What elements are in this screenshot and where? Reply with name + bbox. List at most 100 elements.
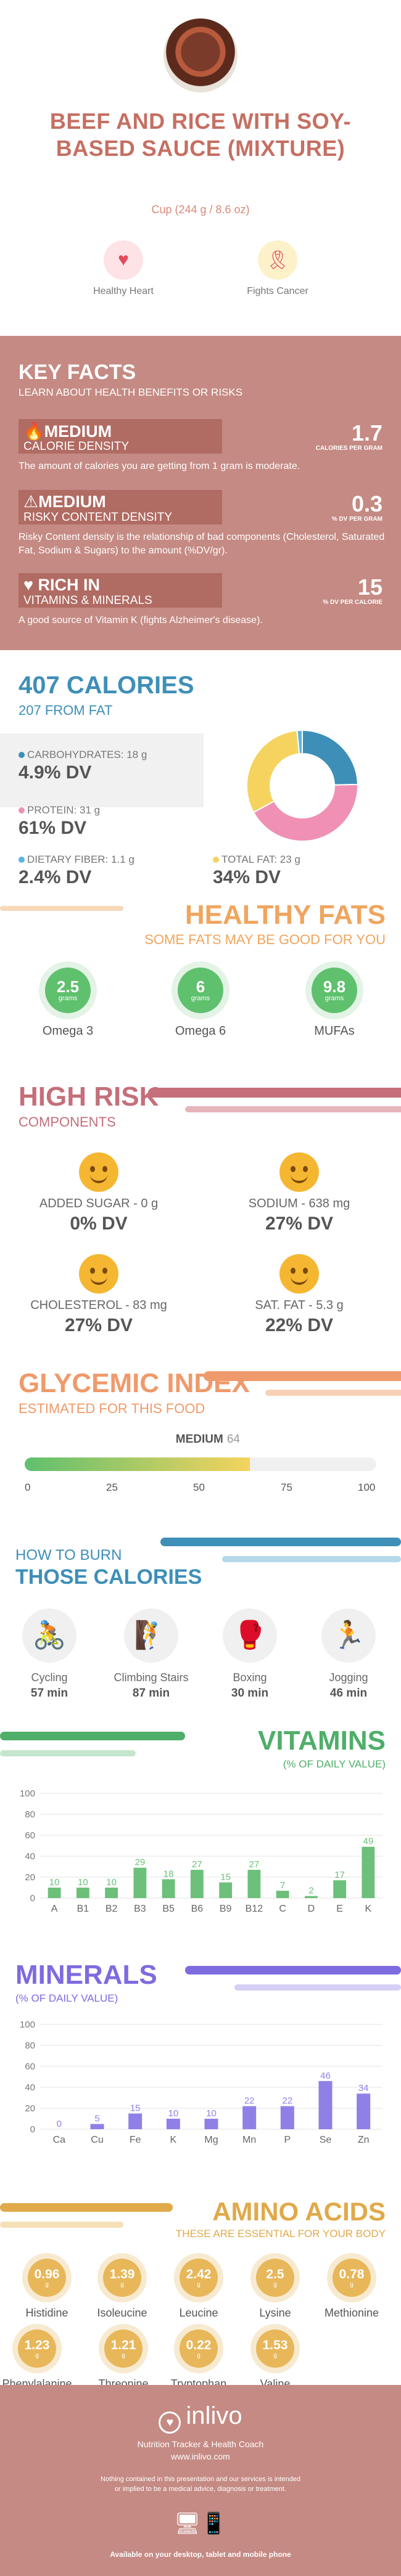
risk-sodium: SODIUM - 638 mg 27% DV (225, 1152, 373, 1234)
vitamin-bar-c (276, 1891, 289, 1898)
fact-description: A good source of Vitamin K (fights Alzhe… (19, 615, 263, 626)
fact-unit: % DV PER CALORIE (323, 599, 382, 606)
donut-slice-fiber (296, 729, 303, 755)
mineral-value-label: 0 (57, 2119, 62, 2129)
fact-unit: % DV PER GRAM (331, 516, 382, 523)
amino-threonine: 1.21 g Threonine (86, 2329, 160, 2391)
legend-dot (19, 752, 25, 758)
mineral-bar-fe (128, 2113, 143, 2129)
glycemic-tick: 100 (358, 1482, 376, 1493)
mineral-category-label: Se (320, 2135, 332, 2145)
cycling-icon: 🚴 (22, 1608, 76, 1663)
activity-boxing: 🥊 Boxing 30 min (204, 1608, 296, 1700)
burn-title-bold: THOSE CALORIES (15, 1565, 202, 1589)
vitamin-bar-b5 (162, 1879, 175, 1898)
mineral-value-label: 10 (206, 2108, 217, 2119)
risk-cholesterol: CHOLESTEROL - 83 mg 27% DV (25, 1254, 173, 1336)
key-fact-calorie-density: 🔥MEDIUM CALORIE DENSITY 1.7 CALORIES PER… (0, 419, 401, 493)
heart-icon: ♥ (23, 576, 34, 594)
amino-histidine: 0.96 g Histidine (10, 2259, 84, 2320)
nutrient-total-fat: TOTAL FAT: 23 g 34% DV (213, 854, 300, 887)
healthy-fats-title: HEALTHY FATS (184, 900, 386, 930)
heart-icon: ♥ (104, 240, 143, 280)
decor-stripe (160, 1538, 401, 1546)
mineral-value-label: 46 (320, 2071, 331, 2081)
vitamin-value-label: 10 (49, 1877, 60, 1888)
fact-description: Risky Content density is the relationshi… (19, 532, 385, 556)
mineral-bar-zn (357, 2093, 371, 2129)
key-facts-title: KEY FACTS (19, 361, 136, 384)
vitamin-value-label: 18 (163, 1869, 174, 1879)
fact-value: 15 (357, 574, 382, 600)
donut-slice-protein (252, 783, 358, 842)
fact-level: 🔥MEDIUM (23, 422, 112, 441)
ribbon-icon: 🎗 (258, 240, 297, 280)
smiley-icon (79, 1152, 118, 1192)
decor-stripe (0, 2222, 123, 2228)
disclaimer: Nothing contained in this presentation a… (100, 2476, 301, 2493)
website-link[interactable]: www.inlivo.com (171, 2452, 230, 2461)
glycemic-tick: 25 (106, 1482, 118, 1493)
fact-level: ♥ RICH IN (23, 576, 101, 594)
mineral-bar-cu (90, 2124, 104, 2129)
amino-valine: 1.53 g Valine (238, 2329, 312, 2391)
vitamin-value-label: 10 (106, 1877, 117, 1888)
amino-tryptophan: 0.22 g Tryptophan (162, 2329, 236, 2391)
vitamin-value-label: 10 (78, 1877, 88, 1888)
activity-cycling: 🚴 Cycling 57 min (3, 1608, 96, 1700)
mineral-bar-mn (242, 2106, 257, 2129)
fact-value: 0.3 (351, 491, 382, 516)
key-fact-vitamins: ♥ RICH IN VITAMINS & MINERALS 15 % DV PE… (0, 573, 401, 647)
mineral-category-label: K (170, 2135, 176, 2145)
mineral-bar-mg (204, 2119, 218, 2129)
glycemic-bar (25, 1457, 376, 1471)
vitamin-category-label: B6 (191, 1904, 204, 1914)
fat-omega-6: 6 grams Omega 6 (157, 968, 244, 1038)
fat-mufas: 9.8 grams MUFAs (291, 968, 378, 1038)
mineral-ytick: 80 (25, 2040, 35, 2051)
minerals-bar-chart: 0 20 40 60 80 100 0 Ca 5 Cu 15 Fe 10 K 10 Mg 22 Mn 22 P 46 Se… (20, 2020, 382, 2145)
calories-subtitle: 207 FROM FAT (19, 703, 113, 718)
vitamin-value-label: 7 (280, 1880, 285, 1891)
vitamins-subtitle: (% OF DAILY VALUE) (283, 1758, 386, 1770)
high-risk-subtitle: COMPONENTS (19, 1114, 116, 1130)
availability-note: Available on your desktop, tablet and mo… (110, 2550, 291, 2559)
nutrient-fiber: DIETARY FIBER: 1.1 g 2.4% DV (19, 854, 134, 887)
devices-icon: 🖥📱 (174, 2512, 227, 2535)
decor-stripe (0, 1732, 185, 1740)
vitamin-value-label: 17 (334, 1870, 345, 1880)
amino-title: AMINO ACIDS (212, 2197, 386, 2226)
brand-logo[interactable]: ♥ inlivo (0, 2402, 401, 2434)
vitamin-bar-b6 (190, 1870, 204, 1898)
mineral-ytick: 0 (30, 2124, 35, 2135)
legend-dot (19, 857, 25, 863)
decor-stripe (222, 1556, 401, 1562)
mineral-value-label: 15 (130, 2103, 141, 2114)
food-image (163, 18, 238, 92)
decor-stripe (204, 1371, 401, 1381)
vitamin-category-label: E (336, 1904, 343, 1914)
vitamins-title: VITAMINS (258, 1726, 386, 1756)
decor-stripe (185, 1106, 401, 1112)
vitamin-value-label: 2 (308, 1886, 313, 1896)
risk-sat-fat: SAT. FAT - 5.3 g 22% DV (225, 1254, 373, 1336)
header: BEEF AND RICE WITH SOY-BASED SAUCE (MIXT… (0, 0, 401, 320)
mineral-value-label: 22 (282, 2096, 292, 2106)
vitamin-value-label: 29 (135, 1857, 146, 1868)
vitamin-bar-b9 (219, 1882, 233, 1898)
vitamin-category-label: B3 (134, 1904, 146, 1914)
boxing-icon: 🥊 (223, 1608, 277, 1663)
decor-stripe (234, 1984, 401, 1991)
healthy-fats-subtitle: SOME FATS MAY BE GOOD FOR YOU (144, 932, 386, 947)
vitamin-bar-b1 (76, 1888, 89, 1898)
glycemic-tick: 50 (193, 1482, 205, 1493)
decor-stripe (0, 2203, 173, 2212)
mineral-value-label: 34 (358, 2083, 369, 2093)
key-facts-section: KEY FACTS LEARN ABOUT HEALTH BENEFITS OR… (0, 336, 401, 650)
vitamin-bar-b12 (247, 1870, 261, 1898)
vitamin-ytick: 80 (25, 1809, 35, 1820)
minerals-title: MINERALS (15, 1960, 157, 1990)
mineral-category-label: Mn (242, 2135, 256, 2145)
decor-stripe (148, 1088, 401, 1098)
badge-healthy-heart: ♥ Healthy Heart (89, 240, 157, 297)
